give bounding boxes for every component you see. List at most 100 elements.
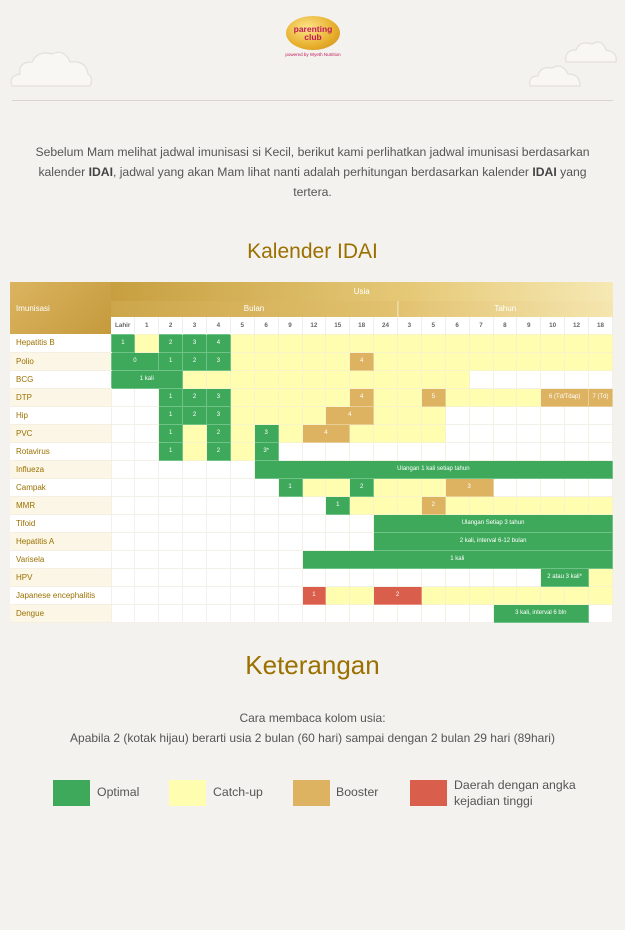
schedule-cell (325, 585, 351, 605)
schedule-cell: 1 (325, 495, 351, 515)
schedule-cell (229, 459, 255, 479)
schedule-cell (588, 423, 613, 443)
schedule-cell (444, 567, 470, 587)
schedule-cell (420, 423, 446, 443)
schedule-cell: 7 (Td) (588, 387, 613, 407)
schedule-cell (158, 549, 184, 569)
schedule-cell (588, 495, 613, 515)
schedule-cell (540, 405, 566, 425)
schedule-cell: 2 (373, 585, 422, 605)
schedule-cell (134, 387, 160, 407)
schedule-cell (516, 405, 542, 425)
schedule-cell (182, 369, 207, 389)
schedule-cell (325, 441, 351, 461)
schedule-cell (516, 477, 542, 497)
schedule-cell (134, 423, 160, 443)
schedule-cell (540, 333, 566, 353)
schedule-cell (277, 441, 303, 461)
schedule-cell (564, 423, 589, 443)
table-row: Hepatitis A 2 kali, interval 6-12 bulan (10, 531, 613, 551)
schedule-cell (134, 441, 160, 461)
schedule-cell (397, 477, 422, 497)
table-row: Japanese encephalitis 1 2 (10, 585, 613, 605)
schedule-cell (110, 477, 136, 497)
schedule-cell (540, 495, 566, 515)
age-column-header: 4 (206, 317, 231, 334)
header-immunization: Imunisasi (10, 282, 111, 334)
schedule-cell (420, 477, 446, 497)
schedule-cell: 3 (206, 405, 231, 425)
age-column-header: 9 (516, 317, 542, 334)
age-column-header: 1 (134, 317, 160, 334)
vaccine-name: MMR (10, 496, 111, 515)
schedule-cell (110, 441, 136, 461)
schedule-cell (206, 531, 231, 551)
schedule-cell (206, 513, 231, 533)
schedule-cell (182, 423, 207, 443)
schedule-cell (373, 369, 398, 389)
schedule-cell (325, 513, 351, 533)
schedule-cell (277, 549, 303, 569)
schedule-cell (134, 603, 160, 623)
schedule-cell (134, 477, 160, 497)
schedule-cell (206, 585, 231, 605)
parenting-club-logo[interactable]: parenting club (286, 16, 340, 50)
schedule-cell (373, 495, 398, 515)
schedule-cell (253, 513, 279, 533)
schedule-cell (110, 513, 136, 533)
legend: Optimal Catch-up Booster Daerah dengan a… (0, 778, 625, 818)
vaccine-name: Rotavirus (10, 442, 111, 461)
schedule-cell (253, 405, 279, 425)
legend-optimal-label: Optimal (97, 785, 140, 799)
table-row: DTP 1 2 3 4 5 6 (Td/Tdap) 7 (Td) (10, 387, 613, 407)
vaccine-name: HPV (10, 568, 111, 587)
schedule-cell: 2 (420, 495, 446, 515)
schedule-cell: 3 (182, 333, 207, 353)
vaccine-name: Japanese encephalitis (10, 586, 111, 605)
schedule-cell (110, 531, 136, 551)
schedule-cell: 2 (182, 387, 207, 407)
schedule-cell (540, 477, 566, 497)
schedule-cell (325, 387, 351, 407)
schedule-cell (253, 603, 279, 623)
schedule-cell (349, 531, 375, 551)
schedule-cell (229, 423, 255, 443)
schedule-cell (325, 351, 351, 371)
schedule-cell (253, 531, 279, 551)
table-row: Tifoid Ulangan Setiap 3 tahun (10, 513, 613, 533)
schedule-cell: 1 (110, 333, 136, 353)
age-column-header: 7 (469, 317, 494, 334)
schedule-cell (325, 477, 351, 497)
schedule-cell (229, 441, 255, 461)
schedule-cell (349, 585, 375, 605)
schedule-cell (277, 387, 303, 407)
schedule-cell (564, 477, 589, 497)
schedule-cell: 4 (206, 333, 231, 353)
schedule-cell (301, 603, 327, 623)
schedule-cell (564, 351, 589, 371)
schedule-cell (253, 495, 279, 515)
legend-catchup-label: Catch-up (213, 785, 263, 799)
schedule-cell (420, 567, 446, 587)
schedule-cell (182, 513, 207, 533)
schedule-cell (444, 495, 470, 515)
age-column-header: 9 (278, 317, 303, 334)
schedule-cell (444, 387, 470, 407)
schedule-cell (444, 441, 470, 461)
schedule-cell: 4 (349, 351, 375, 371)
schedule-cell (468, 603, 494, 623)
schedule-cell (277, 585, 303, 605)
calendar-title: Kalender IDAI (247, 240, 378, 263)
schedule-cell (397, 567, 422, 587)
schedule-cell (277, 405, 303, 425)
header-divider (12, 100, 613, 101)
schedule-cell: 1 kali (110, 369, 184, 389)
schedule-cell (110, 603, 136, 623)
schedule-cell: 1 (158, 441, 184, 461)
schedule-cell (301, 495, 327, 515)
cloud-right-icon (529, 41, 617, 87)
schedule-cell (373, 405, 398, 425)
schedule-cell: 1 (158, 405, 184, 425)
schedule-cell (588, 333, 613, 353)
schedule-cell (468, 495, 494, 515)
